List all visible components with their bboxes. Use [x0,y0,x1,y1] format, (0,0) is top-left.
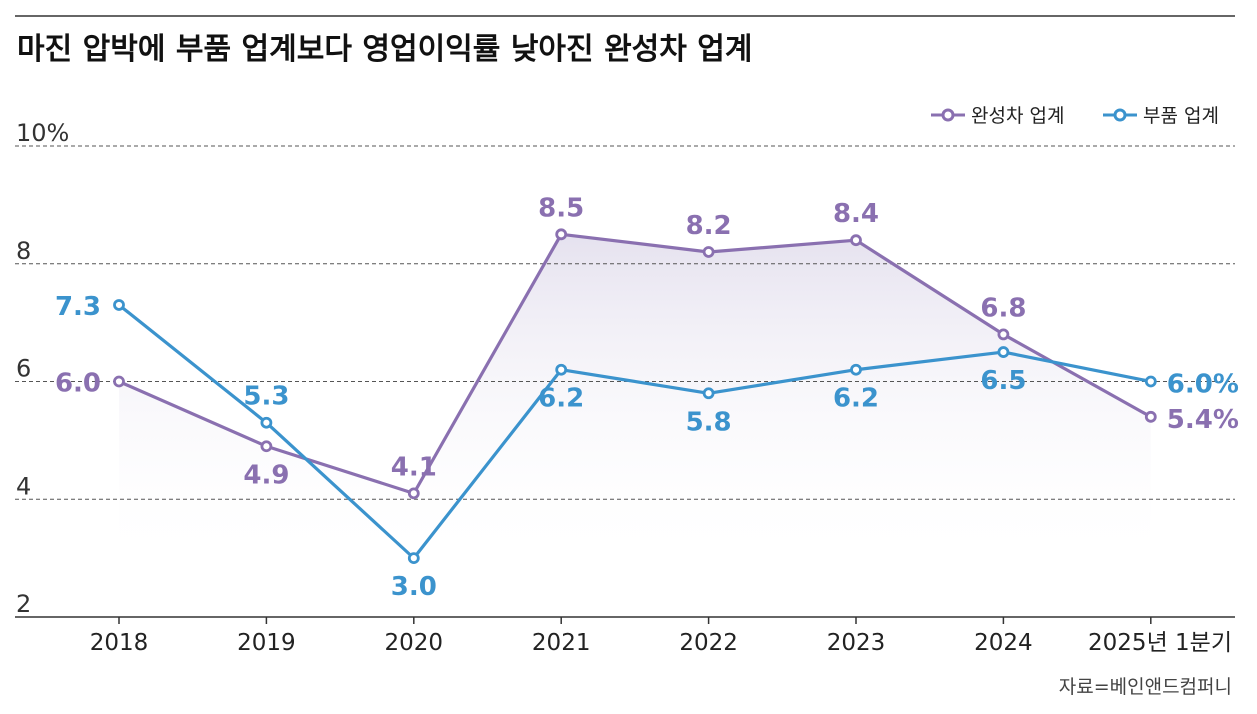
y-tick-label: 10% [16,119,69,147]
legend-marker-부품 [1113,108,1127,122]
data-point-1-0 [113,299,125,311]
data-label-0-7: 5.4% [1167,405,1239,435]
data-label-1-7: 6.0% [1167,370,1239,400]
data-point-1-1 [260,416,273,429]
y-tick-label: 6 [16,355,31,383]
data-label-0-5: 8.4 [833,199,879,229]
data-label-0-0: 6.0 [55,369,101,399]
data-label-0-2: 4.1 [391,452,437,482]
data-point-1-2 [407,552,420,565]
data-point-1-5 [850,363,862,376]
series-lines [118,232,1152,560]
legend-label-완성차: 완성차 업계 [971,105,1064,127]
data-point-1-7 [1144,375,1157,388]
legend-label-부품: 부품 업계 [1143,105,1219,127]
chart-title: 마진 압박에 부품 업계보다 영업이익률 낮아진 완성차 업계 [17,32,753,67]
data-label-0-1: 4.9 [243,460,289,490]
area-fill-layer [119,234,1151,568]
data-label-1-5: 6.2 [833,384,879,414]
series-line-0 [118,232,1152,495]
series-line-1 [118,303,1152,560]
data-label-1-3: 6.2 [538,384,584,414]
data-label-0-3: 8.5 [538,193,584,223]
x-tick-label: 2021 [532,630,591,656]
legend-marker-완성차 [941,108,955,122]
data-point-0-6 [997,328,1010,341]
data-label-1-2: 3.0 [391,572,437,602]
x-axis: 2018 2019 2020 2021 2022 2023 2024 2025년 1분기 [15,616,1235,656]
data-point-0-4 [702,246,715,258]
area-fill [119,234,1151,568]
gridlines: 2 4 6 8 10% [15,119,1235,618]
x-tick-label: 2018 [90,630,149,656]
data-point-1-6 [997,346,1010,358]
x-tick-label: 2022 [679,630,738,656]
data-label-1-4: 5.8 [686,407,732,437]
data-point-0-7 [1144,410,1157,423]
x-tick-label: 2020 [385,630,444,656]
data-label-1-6: 6.5 [980,366,1026,396]
data-point-0-2 [407,487,420,500]
legend: 완성차 업계 부품 업계 [931,105,1219,127]
data-label-1-0: 7.3 [55,292,101,322]
data-point-0-1 [260,440,273,453]
x-tick-label: 2023 [827,630,886,656]
data-point-1-4 [702,387,715,400]
data-label-0-4: 8.2 [686,211,732,241]
data-point-0-0 [113,375,125,388]
y-tick-label: 4 [16,472,31,500]
y-tick-label: 8 [16,237,31,265]
data-label-1-1: 5.3 [243,382,289,412]
data-points [113,228,1157,565]
y-tick-label: 2 [16,590,31,618]
data-point-1-3 [555,363,568,376]
x-tick-label: 2025년 1분기 [1088,630,1232,656]
source-note: 자료=베인앤드컴퍼니 [1059,676,1232,698]
data-point-0-3 [555,228,568,241]
data-label-0-6: 6.8 [980,293,1026,323]
data-labels: 6.0 4.9 4.1 8.5 8.2 8.4 6.8 5.4% 7.3 5.3 3.0 6.2 5.8… [55,193,1239,602]
x-tick-label: 2024 [974,630,1033,656]
x-tick-label: 2019 [237,630,296,656]
data-point-0-5 [850,234,862,247]
